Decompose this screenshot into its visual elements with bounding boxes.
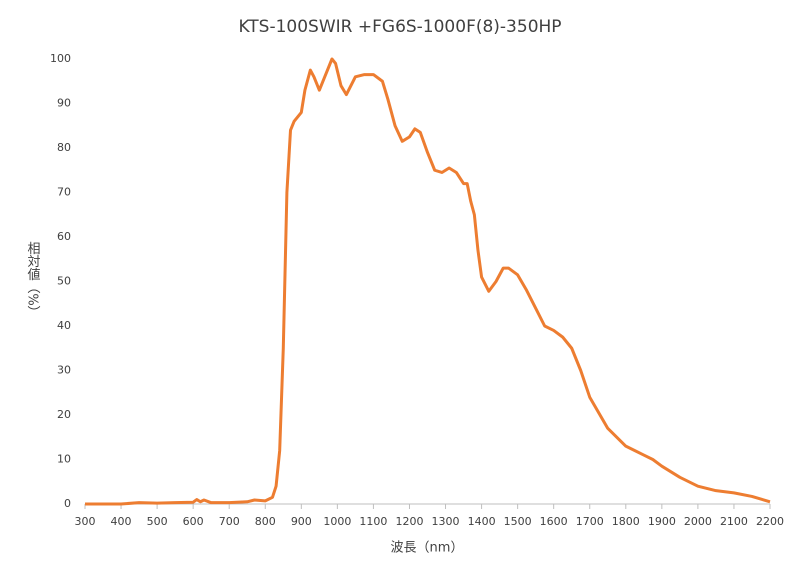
x-tick-label: 1000	[323, 515, 351, 528]
y-tick-label: 50	[57, 275, 71, 288]
x-tick-label: 1500	[504, 515, 532, 528]
x-tick-label: 400	[111, 515, 132, 528]
y-tick-label: 20	[57, 408, 71, 421]
x-tick-label: 1700	[576, 515, 604, 528]
x-tick-label: 1100	[359, 515, 387, 528]
y-tick-label: 90	[57, 97, 71, 110]
x-tick-label: 600	[183, 515, 204, 528]
y-axis-label: 相対値（%）	[25, 241, 41, 318]
x-axis-label: 波長（nm）	[391, 541, 464, 556]
x-tick-label: 2100	[720, 515, 748, 528]
x-tick-label: 800	[255, 515, 276, 528]
data-line	[85, 57, 771, 506]
x-tick-label: 500	[147, 515, 168, 528]
x-tick-label: 900	[291, 515, 312, 528]
y-tick-label: 30	[57, 364, 71, 377]
y-tick-label: 60	[57, 230, 71, 243]
x-tick-label: 1200	[395, 515, 423, 528]
x-tick-label: 1400	[468, 515, 496, 528]
x-tick-label: 1600	[540, 515, 568, 528]
x-tick-label: 1800	[612, 515, 640, 528]
x-tick-label: 2000	[684, 515, 712, 528]
x-tick-label: 300	[75, 515, 96, 528]
x-tick-label: 1900	[648, 515, 676, 528]
y-tick-label: 0	[64, 497, 71, 510]
y-tick-label: 10	[57, 453, 71, 466]
x-tick-label: 700	[219, 515, 240, 528]
y-tick-label: 100	[50, 52, 71, 65]
y-tick-label: 70	[57, 186, 71, 199]
y-tick-label: 80	[57, 141, 71, 154]
x-tick-label: 2200	[756, 515, 784, 528]
chart-title: KTS-100SWIR +FG6S-1000F(8)-350HP	[238, 17, 561, 37]
x-tick-label: 1300	[432, 515, 460, 528]
y-tick-label: 40	[57, 319, 71, 332]
